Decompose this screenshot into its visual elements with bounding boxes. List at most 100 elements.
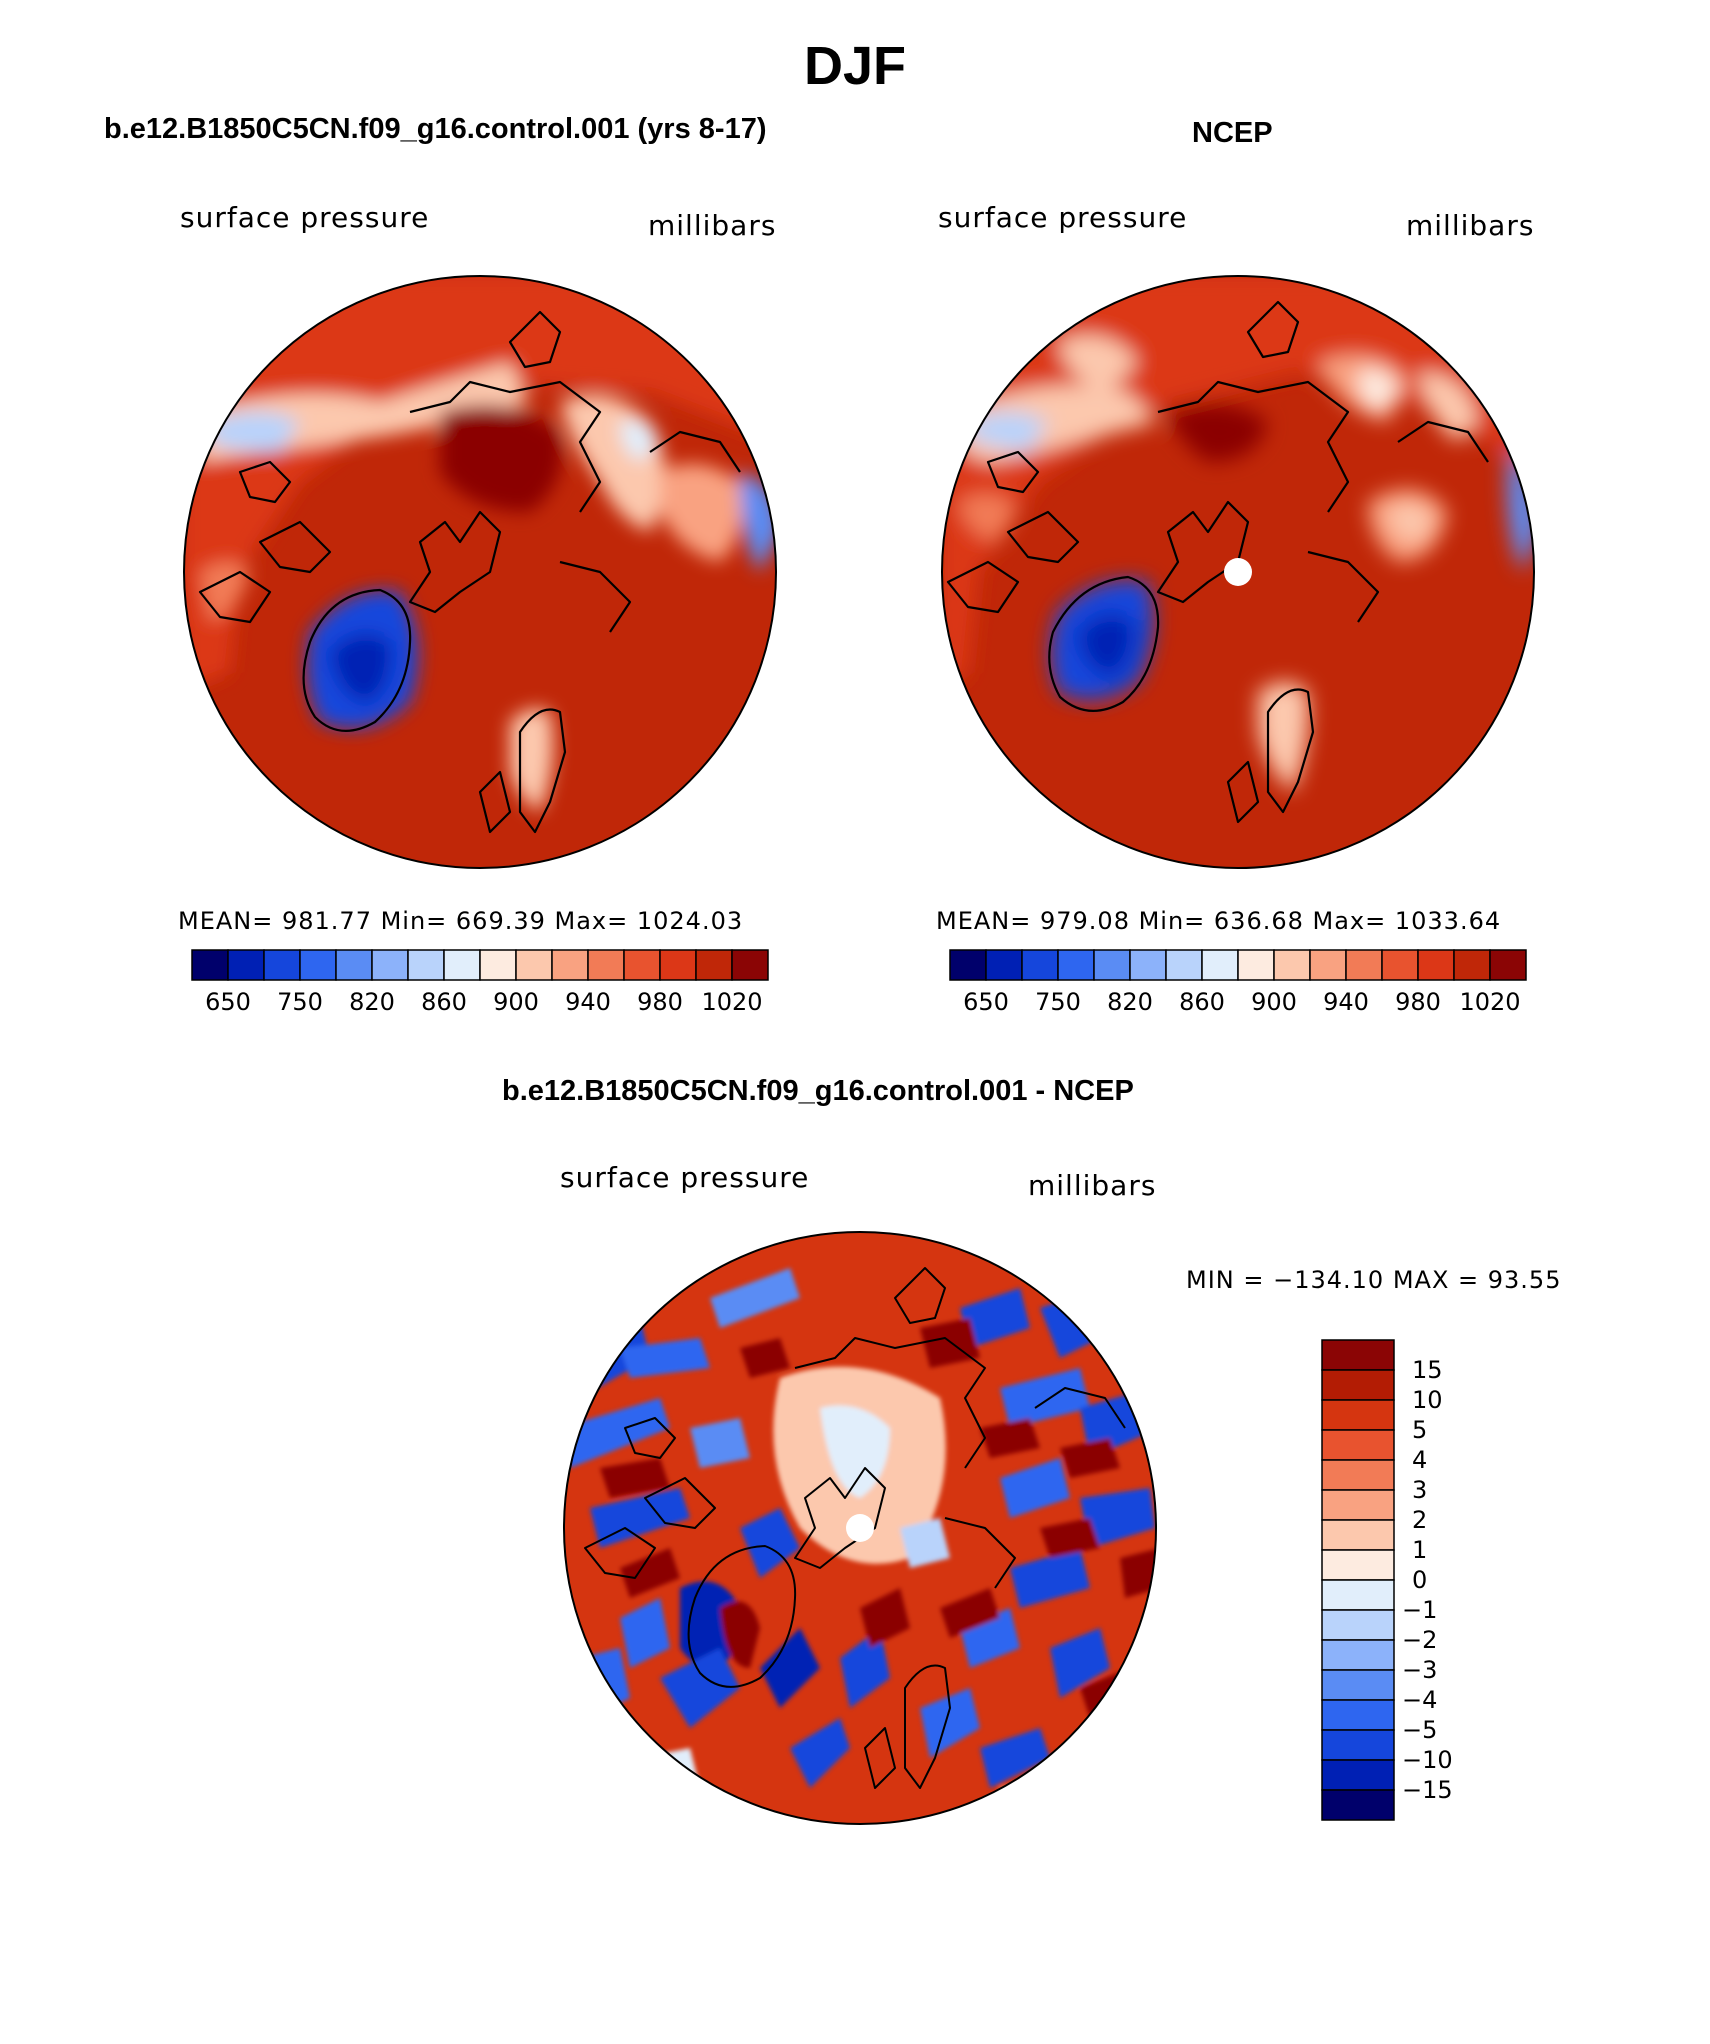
colorbar-swatch (587, 949, 625, 981)
pole-marker (846, 1514, 874, 1542)
colorbar-swatch (1321, 1549, 1395, 1581)
diff-colorbar (1321, 1339, 1395, 1821)
colorbar-tick: 10 (1412, 1386, 1443, 1414)
colorbar-tick: −4 (1402, 1686, 1438, 1714)
colorbar-tick: 860 (421, 988, 467, 1016)
model-panel-title: b.e12.B1850C5CN.f09_g16.control.001 (yrs… (104, 113, 767, 145)
colorbar-swatch (1321, 1579, 1395, 1611)
colorbar-swatch (1321, 1609, 1395, 1641)
colorbar-swatch (1321, 1699, 1395, 1731)
colorbar-swatch (1345, 949, 1383, 981)
colorbar-swatch (1321, 1729, 1395, 1761)
model-polar-map (183, 275, 777, 869)
colorbar-swatch (1321, 1339, 1395, 1371)
colorbar-swatch (1237, 949, 1275, 981)
colorbar-tick: 860 (1179, 988, 1225, 1016)
colorbar-swatch (1417, 949, 1455, 981)
colorbar-tick: −2 (1402, 1626, 1438, 1654)
colorbar-swatch (299, 949, 337, 981)
colorbar-swatch (443, 949, 481, 981)
colorbar-tick: −5 (1402, 1716, 1438, 1744)
obs-polar-map (941, 275, 1535, 869)
colorbar-tick: 750 (277, 988, 323, 1016)
colorbar-swatch (1129, 949, 1167, 981)
figure-title: DJF (803, 36, 906, 96)
colorbar-swatch (1273, 949, 1311, 981)
obs-stats: MEAN= 979.08 Min= 636.68 Max= 1033.64 (936, 907, 1502, 935)
colorbar-swatch (623, 949, 661, 981)
colorbar-swatch (1321, 1639, 1395, 1671)
model-colorbar (191, 949, 769, 981)
colorbar-tick: 1020 (701, 988, 763, 1016)
colorbar-swatch (227, 949, 265, 981)
colorbar-tick: 750 (1035, 988, 1081, 1016)
model-colorbar-ticks: 650 750 820 860 900 940 980 1020 (192, 988, 768, 1018)
colorbar-swatch (1321, 1519, 1395, 1551)
colorbar-swatch (1321, 1399, 1395, 1431)
colorbar-tick: 900 (493, 988, 539, 1016)
colorbar-tick: 4 (1412, 1446, 1428, 1474)
colorbar-swatch (1321, 1369, 1395, 1401)
colorbar-swatch (479, 949, 517, 981)
colorbar-swatch (695, 949, 733, 981)
colorbar-tick: 1 (1412, 1536, 1428, 1564)
obs-colorbar (949, 949, 1527, 981)
colorbar-swatch (515, 949, 553, 981)
colorbar-tick: −15 (1402, 1776, 1453, 1804)
colorbar-tick: 820 (1107, 988, 1153, 1016)
colorbar-swatch (1201, 949, 1239, 981)
diff-variable-label: surface pressure (560, 1161, 810, 1194)
colorbar-swatch (551, 949, 589, 981)
colorbar-swatch (1321, 1489, 1395, 1521)
colorbar-tick: 940 (1323, 988, 1369, 1016)
colorbar-swatch (263, 949, 301, 981)
colorbar-tick: 900 (1251, 988, 1297, 1016)
model-stats: MEAN= 981.77 Min= 669.39 Max= 1024.03 (178, 907, 744, 935)
obs-units-label: millibars (1406, 209, 1535, 242)
colorbar-tick: 15 (1412, 1356, 1443, 1384)
colorbar-tick: 820 (349, 988, 395, 1016)
model-units-label: millibars (648, 209, 777, 242)
colorbar-tick: 650 (963, 988, 1009, 1016)
colorbar-swatch (1057, 949, 1095, 981)
colorbar-swatch (1165, 949, 1203, 981)
colorbar-swatch (985, 949, 1023, 981)
colorbar-tick: 5 (1412, 1416, 1428, 1444)
colorbar-swatch (659, 949, 697, 981)
colorbar-swatch (1321, 1789, 1395, 1821)
colorbar-swatch (1321, 1459, 1395, 1491)
colorbar-tick: 2 (1412, 1506, 1428, 1534)
colorbar-tick: 940 (565, 988, 611, 1016)
obs-panel-title: NCEP (1192, 117, 1273, 149)
colorbar-swatch (1321, 1669, 1395, 1701)
colorbar-tick: 3 (1412, 1476, 1428, 1504)
colorbar-swatch (1309, 949, 1347, 981)
colorbar-tick: 1020 (1459, 988, 1521, 1016)
colorbar-tick: −1 (1402, 1596, 1438, 1624)
diff-minmax: MIN = −134.10 MAX = 93.55 (1186, 1266, 1562, 1294)
diff-colorbar-ticks: 15 10 5 4 3 2 1 0 −1 −2 −3 −4 −5 −10 −15 (1402, 1340, 1502, 1820)
diff-polar-map (563, 1231, 1157, 1825)
colorbar-swatch (1321, 1429, 1395, 1461)
colorbar-swatch (949, 949, 987, 981)
colorbar-swatch (371, 949, 409, 981)
colorbar-tick: −10 (1402, 1746, 1453, 1774)
pole-marker (1224, 558, 1252, 586)
colorbar-tick: −3 (1402, 1656, 1438, 1684)
obs-variable-label: surface pressure (938, 201, 1188, 234)
colorbar-swatch (1453, 949, 1491, 981)
colorbar-swatch (191, 949, 229, 981)
colorbar-tick: 0 (1412, 1566, 1428, 1594)
model-variable-label: surface pressure (180, 201, 430, 234)
colorbar-swatch (1321, 1759, 1395, 1791)
colorbar-tick: 980 (1395, 988, 1441, 1016)
colorbar-swatch (1093, 949, 1131, 981)
diff-panel-title: b.e12.B1850C5CN.f09_g16.control.001 - NC… (502, 1075, 1134, 1107)
colorbar-swatch (335, 949, 373, 981)
diff-units-label: millibars (1028, 1169, 1157, 1202)
colorbar-swatch (1489, 949, 1527, 981)
colorbar-swatch (1381, 949, 1419, 981)
colorbar-tick: 980 (637, 988, 683, 1016)
colorbar-swatch (407, 949, 445, 981)
colorbar-swatch (1021, 949, 1059, 981)
